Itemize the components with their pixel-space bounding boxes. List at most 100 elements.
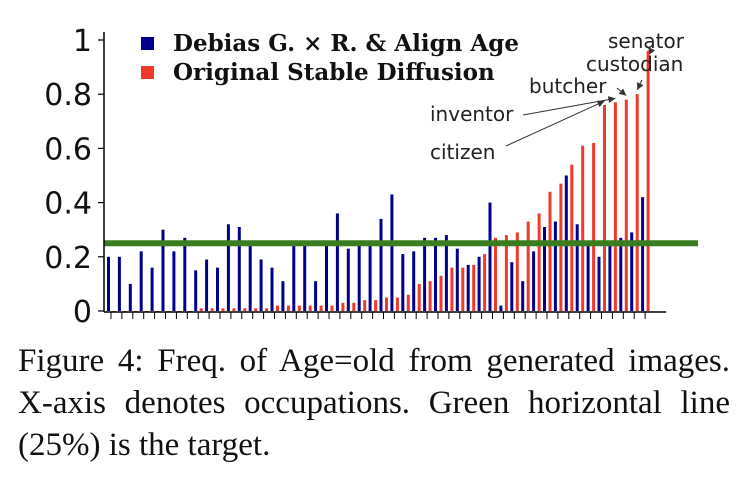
y-tick-label-4: 0.8: [44, 78, 92, 113]
original-bar-19: [319, 305, 323, 311]
debias-bar-8: [194, 270, 198, 311]
original-bar-30: [439, 275, 443, 311]
original-bar-36: [504, 235, 508, 311]
original-bar-45: [603, 105, 606, 311]
debias-bar-4: [150, 267, 154, 311]
original-bar-13: [254, 308, 258, 311]
debias-bar-43: [575, 224, 579, 311]
figure-caption: Figure 4: Freq. of Age=old from generate…: [18, 343, 730, 463]
debias-bar-48: [630, 232, 634, 311]
debias-bar-41: [553, 221, 557, 311]
annotation-butcher: butcher: [529, 74, 607, 98]
y-tick-label-5: 1: [73, 24, 92, 59]
original-bar-39: [537, 213, 541, 311]
original-bar-49: [646, 50, 650, 312]
original-bar-24: [374, 300, 378, 311]
axes-group: 0 0.2 0.4 0.6 0.8 1: [44, 24, 698, 330]
debias-bar-40: [543, 226, 546, 311]
original-bar-21: [341, 302, 345, 311]
debias-bar-24: [368, 240, 372, 311]
debias-bar-44: [586, 240, 590, 311]
original-bar-8: [199, 308, 203, 311]
debias-bar-37: [510, 262, 514, 311]
original-bar-18: [308, 305, 312, 311]
debias-bar-23: [357, 240, 361, 311]
original-bar-32: [461, 267, 465, 311]
legend-label-0: Debias G. × R. & Align Age: [173, 30, 519, 57]
original-bar-34: [483, 254, 487, 311]
debias-bar-3: [139, 251, 143, 311]
annotation-arrowhead-custodian: [637, 82, 644, 90]
original-bar-9: [210, 308, 214, 311]
debias-bar-32: [455, 248, 459, 311]
debias-bar-0: [107, 256, 110, 311]
original-bar-27: [406, 294, 410, 311]
original-bar-43: [581, 145, 585, 311]
debias-bar-6: [172, 251, 176, 311]
original-bar-44: [592, 142, 596, 311]
debias-bar-12: [237, 226, 241, 311]
legend-label-1: Original Stable Diffusion: [173, 59, 495, 86]
original-bar-33: [472, 264, 476, 311]
original-bar-12: [243, 308, 247, 311]
original-bar-23: [363, 300, 367, 311]
annotation-custodian: custodian: [586, 52, 683, 76]
debias-bar-13: [248, 245, 252, 311]
original-bar-17: [297, 305, 301, 311]
debias-bar-45: [597, 256, 601, 311]
annotation-arrow-citizen: [505, 100, 605, 147]
original-bar-11: [232, 308, 236, 311]
original-bar-25: [385, 297, 388, 311]
y-tick-label-1: 0.2: [44, 241, 92, 276]
debias-bar-20: [325, 240, 328, 311]
debias-bar-29: [423, 237, 427, 311]
debias-bar-9: [205, 259, 209, 311]
annotation-arrowhead-senator: [648, 46, 656, 55]
original-bar-35: [494, 237, 497, 311]
annotation-senator: senator: [608, 29, 685, 53]
annotation-arrow-inventor: [522, 97, 616, 116]
y-tick-label-3: 0.6: [44, 132, 92, 167]
debias-bar-22: [346, 248, 350, 311]
annotation-inventor: inventor: [430, 102, 514, 126]
debias-bar-36: [499, 305, 503, 311]
debias-bar-2: [128, 283, 132, 311]
original-bar-42: [570, 164, 574, 311]
original-bar-16: [286, 305, 290, 311]
annotation-arrowhead-citizen: [596, 100, 605, 108]
debias-bar-39: [532, 251, 536, 311]
debias-bar-1: [117, 256, 121, 311]
original-bar-28: [417, 283, 421, 311]
debias-bar-14: [259, 259, 263, 311]
original-bar-10: [221, 308, 225, 311]
debias-bar-17: [292, 240, 296, 311]
original-bar-46: [613, 102, 617, 311]
debias-bar-26: [390, 194, 394, 311]
legend-swatch-0: [141, 37, 154, 50]
debias-bar-28: [412, 251, 416, 311]
debias-bar-47: [619, 237, 623, 311]
debias-bar-21: [335, 213, 339, 311]
original-bar-41: [559, 183, 563, 311]
debias-bar-25: [379, 218, 383, 311]
debias-bar-46: [608, 245, 612, 311]
debias-bar-5: [161, 229, 165, 311]
debias-bar-7: [183, 237, 187, 311]
original-bar-38: [526, 221, 530, 311]
debias-bar-30: [434, 237, 437, 311]
debias-bar-33: [466, 264, 470, 311]
debias-bar-19: [314, 281, 318, 311]
original-bar-47: [624, 99, 628, 312]
debias-bar-27: [401, 254, 405, 311]
y-tick-label-0: 0: [73, 295, 92, 330]
original-bar-26: [395, 297, 399, 311]
debias-bar-18: [303, 240, 307, 311]
debias-bar-31: [444, 235, 448, 311]
debias-bar-11: [226, 224, 230, 311]
original-bar-31: [450, 267, 454, 311]
debias-bar-10: [216, 267, 219, 311]
debias-bar-16: [281, 281, 285, 311]
